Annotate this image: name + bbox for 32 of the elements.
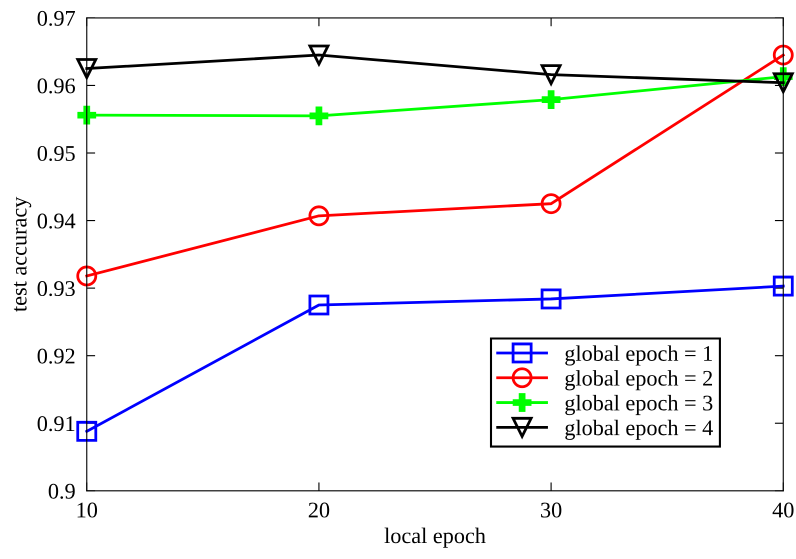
x-tick-label: 10 — [78, 502, 98, 518]
legend-label: global epoch = 2 — [565, 370, 712, 390]
y-tick-label: 0.93 — [38, 281, 75, 296]
y-tick-label: 0.91 — [38, 416, 74, 432]
point — [772, 44, 794, 66]
y-axis-title: test accuracy — [14, 196, 32, 312]
point — [76, 420, 98, 442]
point — [542, 90, 560, 110]
point — [308, 205, 330, 226]
legend-label: global epoch = 3 — [565, 394, 712, 416]
y-tick-label: 0.95 — [38, 146, 75, 162]
point — [772, 72, 794, 94]
y-tick-label: 0.9 — [48, 484, 75, 499]
x-axis-title: local epoch — [384, 528, 486, 548]
point — [772, 276, 794, 297]
point — [540, 288, 562, 310]
x-tick-label: 30 — [541, 502, 562, 518]
point — [76, 58, 98, 79]
x-tick-label: 20 — [308, 502, 330, 518]
y-tick-label: 0.94 — [38, 214, 76, 229]
y-tick-label: 0.96 — [38, 78, 75, 94]
point — [76, 266, 98, 286]
x-tick-label: 40 — [772, 502, 794, 518]
point — [308, 44, 330, 66]
point — [540, 64, 562, 86]
y-tick-label: 0.97 — [38, 10, 76, 26]
legend-label: global epoch = 4 — [565, 420, 713, 440]
point — [540, 193, 562, 214]
point — [310, 106, 328, 126]
y-tick-label: 0.92 — [38, 348, 74, 364]
legend-label: global epoch = 1 — [565, 345, 712, 366]
point — [308, 294, 330, 316]
